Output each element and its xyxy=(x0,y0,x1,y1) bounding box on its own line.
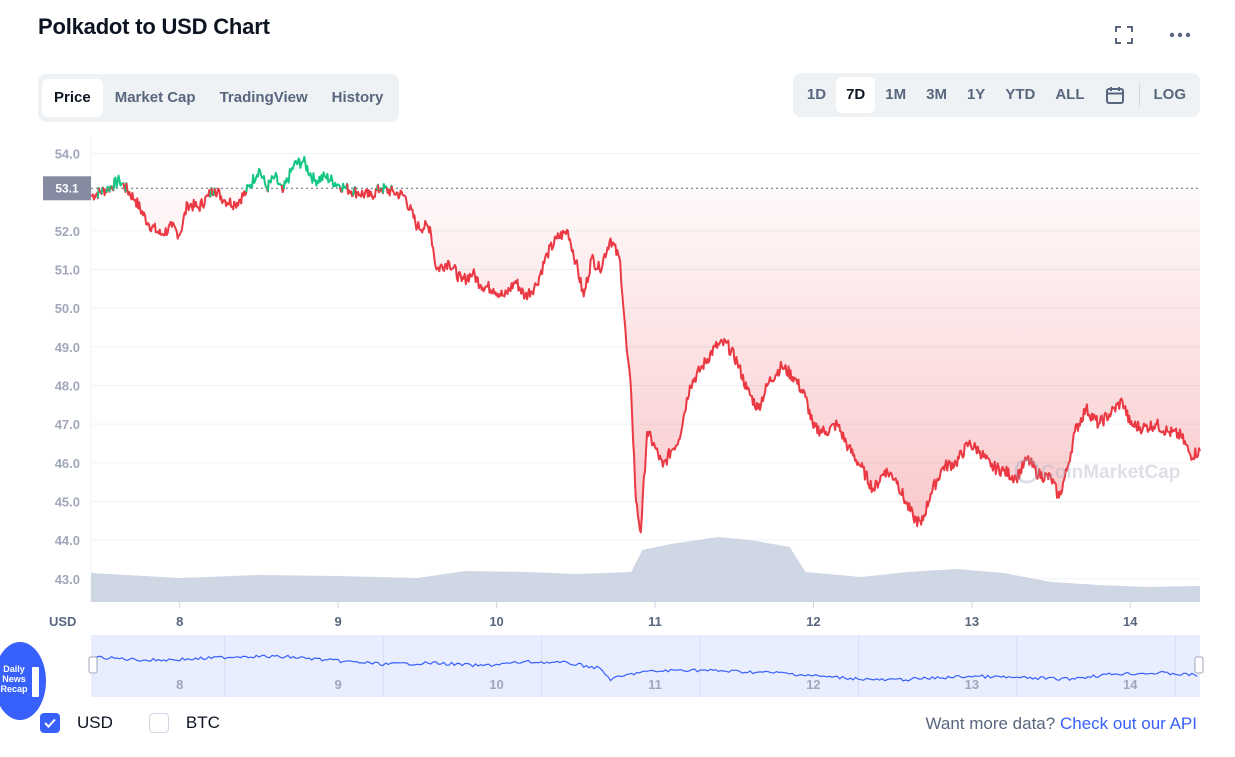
svg-text:53.1: 53.1 xyxy=(55,181,79,195)
volume-area xyxy=(91,537,1200,602)
y-tick-label: 44.0 xyxy=(55,533,80,548)
page-title: Polkadot to USD Chart xyxy=(38,14,270,39)
navigator-right-handle[interactable] xyxy=(1194,656,1204,674)
range-ytd[interactable]: YTD xyxy=(1005,86,1036,103)
price-line-below xyxy=(390,185,1201,534)
navigator-left-handle[interactable] xyxy=(88,656,98,674)
svg-text:CoinMarketCap: CoinMarketCap xyxy=(1041,462,1180,483)
badge-line-1: Daily xyxy=(3,664,25,674)
range-navigator[interactable]: 8 9 10 11 12 13 14 xyxy=(88,635,1204,697)
film-icon xyxy=(32,667,39,697)
y-tick-label: 46.0 xyxy=(55,456,80,471)
range-1d[interactable]: 1D xyxy=(806,86,827,103)
badge-line-3: Recap xyxy=(0,684,28,694)
price-chart[interactable]: 54.0 52.0 51.0 50.0 49.0 48.0 47.0 46.0 45.0 44.0… xyxy=(0,0,1235,710)
y-tick-label: 54.0 xyxy=(55,146,80,161)
x-tick-label: 9 xyxy=(335,614,342,629)
price-line-below xyxy=(213,184,249,211)
usd-checkbox[interactable] xyxy=(40,713,60,733)
reference-value-label: 53.1 xyxy=(43,176,91,201)
y-tick-label: 45.0 xyxy=(55,494,80,509)
navigator-label: 13 xyxy=(965,677,979,692)
usd-label: USD xyxy=(77,713,113,732)
y-tick-label: 51.0 xyxy=(55,262,80,277)
y-tick-label: 50.0 xyxy=(55,301,80,316)
navigator-label: 14 xyxy=(1123,677,1138,692)
x-tick-label: 13 xyxy=(965,614,979,629)
log-toggle[interactable]: LOG xyxy=(1153,86,1187,103)
api-prefix: Want more data? xyxy=(925,714,1056,733)
y-tick-label: 52.0 xyxy=(55,224,80,239)
api-link[interactable]: Check out our API xyxy=(1059,714,1197,733)
tab-market-cap[interactable]: Market Cap xyxy=(114,89,196,106)
btc-checkbox[interactable] xyxy=(148,713,169,733)
y-tick-label: 49.0 xyxy=(55,340,80,355)
x-tick-label: 11 xyxy=(648,614,662,629)
price-line-below xyxy=(346,183,356,198)
watermark: CoinMarketCap xyxy=(1014,458,1180,484)
price-line-above xyxy=(266,171,284,193)
range-7d[interactable]: 7D xyxy=(836,77,876,113)
x-tick-label: 12 xyxy=(806,614,820,629)
range-selector: 1D 7D 1M 3M 1Y YTD ALL LOG xyxy=(792,73,1200,117)
api-promo: Want more data? Check out our API xyxy=(925,714,1197,734)
range-divider xyxy=(1138,83,1140,107)
price-line-above xyxy=(245,167,269,193)
y-tick-label: 47.0 xyxy=(55,417,80,432)
price-line-below xyxy=(125,182,213,240)
price-line-above xyxy=(282,155,343,192)
badge-line-2: News xyxy=(2,674,26,684)
y-tick-label: 48.0 xyxy=(55,378,80,393)
tab-price[interactable]: Price xyxy=(42,79,103,117)
fullscreen-icon[interactable] xyxy=(1111,22,1137,48)
range-all[interactable]: ALL xyxy=(1055,86,1085,103)
chart-tabs: Price Market Cap TradingView History xyxy=(38,74,400,122)
x-tick-label: 14 xyxy=(1123,614,1138,629)
tab-tradingview[interactable]: TradingView xyxy=(219,89,308,106)
range-1m[interactable]: 1M xyxy=(885,86,907,103)
more-dots-icon[interactable] xyxy=(1167,22,1193,48)
price-line-below xyxy=(354,184,379,200)
range-1y[interactable]: 1Y xyxy=(966,86,986,103)
navigator-label: 10 xyxy=(489,677,503,692)
tab-history[interactable]: History xyxy=(331,89,384,106)
below-reference-area xyxy=(91,188,1200,533)
navigator-label: 11 xyxy=(648,677,662,692)
calendar-icon[interactable] xyxy=(1095,77,1135,113)
navigator-label: 12 xyxy=(806,677,820,692)
navigator-label: 9 xyxy=(335,677,342,692)
y-axis-unit-label: USD xyxy=(49,614,76,629)
x-tick-label: 10 xyxy=(489,614,503,629)
btc-label: BTC xyxy=(185,713,220,732)
y-tick-label: 43.0 xyxy=(55,572,80,587)
x-tick-label: 8 xyxy=(176,614,183,629)
check-icon xyxy=(44,718,56,728)
range-3m[interactable]: 3M xyxy=(926,86,947,103)
navigator-label: 8 xyxy=(176,677,183,692)
daily-news-recap-badge[interactable]: Daily News Recap xyxy=(0,642,46,720)
